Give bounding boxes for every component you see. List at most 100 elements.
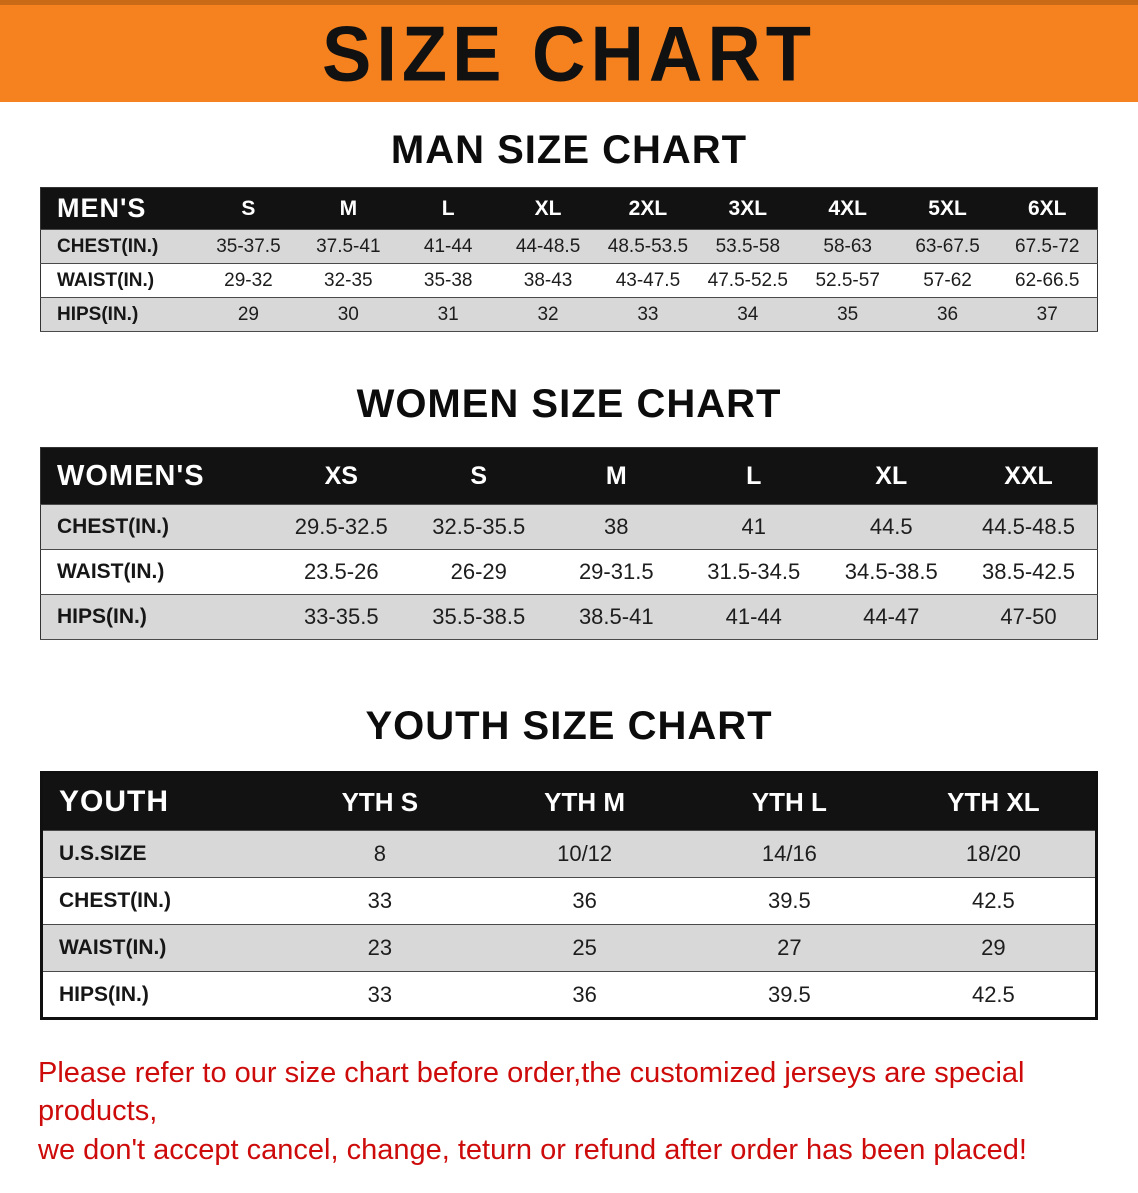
size-value: 35-38: [423, 269, 473, 291]
measurement-row: HIPS(IN.) 29 30 31 32 33 34 35 36 37: [40, 297, 1098, 332]
size-value: 44-47: [863, 604, 920, 629]
disclaimer: Please refer to our size chart before or…: [0, 1054, 1138, 1193]
size-value: 35-37.5: [216, 235, 281, 257]
row-label: WAIST(IN.): [59, 936, 167, 959]
size-value: 36: [572, 888, 597, 913]
man-size-chart-section: MAN SIZE CHART MEN'S S M L XL 2XL 3XL 4XL 5XL 6XL…: [0, 128, 1138, 332]
women-size-table: WOMEN'S XS S M L XL XXL CHEST(IN.) 29.5-32.5 32.5…: [40, 447, 1098, 640]
size-value: 53.5-58: [715, 235, 781, 257]
size-column-header: M: [547, 447, 685, 505]
size-column-header: 2XL: [598, 187, 698, 230]
size-value: 38: [604, 514, 629, 539]
size-value: 29: [981, 935, 1006, 960]
size-value: 43-47.5: [615, 269, 681, 291]
size-value: 41-44: [423, 235, 473, 257]
row-label: HIPS(IN.): [57, 303, 139, 325]
size-column-header: XL: [498, 187, 598, 230]
row-label: WAIST(IN.): [57, 269, 155, 291]
size-column-header: XL: [822, 447, 960, 505]
size-column-header: L: [685, 447, 823, 505]
size-value: 26-29: [450, 559, 507, 584]
size-column-header: 3XL: [697, 187, 798, 230]
size-value: 44-48.5: [515, 235, 581, 257]
table-header-row: MEN'S S M L XL 2XL 3XL 4XL 5XL 6XL: [40, 187, 1098, 230]
page-title: SIZE CHART: [322, 9, 816, 97]
size-value: 10/12: [557, 841, 613, 866]
size-chart-banner: SIZE CHART: [0, 0, 1138, 102]
size-value: 36: [572, 981, 597, 1007]
size-value: 23: [367, 935, 393, 960]
size-value: 33-35.5: [303, 604, 379, 629]
man-size-chart-heading: MAN SIZE CHART: [390, 128, 748, 172]
table-title-cell: MEN'S: [40, 187, 199, 230]
size-column-header: 4XL: [797, 187, 898, 230]
size-value: 31: [437, 303, 459, 325]
youth-size-table: YOUTH YTH S YTH M YTH L YTH XL U.S.SIZE 8 10/12…: [40, 771, 1098, 1020]
row-label: CHEST(IN.): [57, 515, 169, 538]
measurement-row: WAIST(IN.) 23 25 27 29: [41, 924, 1097, 972]
size-value: 58-63: [823, 235, 872, 257]
size-value: 34: [737, 303, 759, 325]
size-value: 30: [337, 303, 359, 325]
size-value: 38.5-41: [578, 604, 654, 629]
table-title-cell: WOMEN'S: [40, 447, 273, 505]
size-value: 29-31.5: [578, 559, 654, 584]
size-value: 35: [837, 303, 859, 325]
size-value: 37: [1036, 303, 1058, 325]
size-value: 38-43: [523, 269, 573, 291]
size-value: 47.5-52.5: [707, 269, 788, 291]
row-label: CHEST(IN.): [59, 889, 171, 912]
size-value: 18/20: [965, 841, 1021, 866]
size-value: 52.5-57: [815, 269, 880, 291]
size-column-header: M: [298, 187, 399, 230]
measurement-row: U.S.SIZE 8 10/12 14/16 18/20: [41, 830, 1097, 878]
size-value: 42.5: [971, 888, 1015, 913]
size-value: 35.5-38.5: [432, 604, 526, 629]
size-column-header: XS: [272, 447, 410, 505]
size-value: 48.5-53.5: [607, 235, 689, 257]
row-label: CHEST(IN.): [57, 235, 159, 257]
table-title-cell: YOUTH: [41, 772, 278, 831]
row-label: HIPS(IN.): [57, 605, 147, 628]
size-value: 39.5: [767, 888, 811, 913]
size-column-header: 5XL: [897, 187, 998, 230]
row-label: WAIST(IN.): [57, 560, 165, 583]
size-value: 32-35: [324, 269, 373, 291]
size-value: 27: [777, 935, 802, 960]
measurement-row: CHEST(IN.) 35-37.5 37.5-41 41-44 44-48.5 48.5…: [40, 229, 1098, 264]
size-value: 67.5-72: [1015, 235, 1080, 257]
row-label: U.S.SIZE: [59, 842, 147, 865]
size-value: 44.5: [869, 514, 913, 539]
table-header-row: YOUTH YTH S YTH M YTH L YTH XL: [41, 772, 1097, 831]
size-column-header: XXL: [960, 447, 1098, 505]
youth-size-chart-heading: YOUTH SIZE CHART: [365, 704, 773, 748]
size-column-header: YTH XL: [891, 772, 1097, 831]
women-size-chart-section: WOMEN SIZE CHART WOMEN'S XS S M L XL XXL CHEST(…: [0, 382, 1138, 640]
table-header-row: WOMEN'S XS S M L XL XXL: [40, 447, 1098, 505]
size-value: 37.5-41: [316, 235, 381, 257]
size-value: 29-32: [224, 269, 273, 291]
measurement-row: WAIST(IN.) 23.5-26 26-29 29-31.5 31.5-34.5 34…: [40, 549, 1098, 595]
size-value: 62-66.5: [1015, 269, 1080, 291]
men-size-table: MEN'S S M L XL 2XL 3XL 4XL 5XL 6XL CHEST(IN.) 35-37…: [40, 187, 1098, 332]
size-column-header: S: [410, 447, 548, 505]
row-label: HIPS(IN.): [59, 982, 149, 1006]
size-column-header: L: [398, 187, 499, 230]
size-value: 33: [637, 303, 659, 325]
disclaimer-line-2: we don't accept cancel, change, teturn o…: [38, 1133, 1027, 1166]
size-value: 32.5-35.5: [432, 514, 526, 539]
charts-container: MAN SIZE CHART MEN'S S M L XL 2XL 3XL 4XL 5XL 6XL…: [0, 128, 1138, 1020]
disclaimer-line-1: Please refer to our size chart before or…: [38, 1057, 1025, 1128]
size-column-header: YTH L: [687, 772, 892, 831]
women-size-chart-heading: WOMEN SIZE CHART: [356, 382, 782, 426]
size-value: 63-67.5: [915, 235, 980, 257]
size-value: 44.5-48.5: [982, 514, 1075, 539]
size-value: 38.5-42.5: [982, 559, 1075, 584]
size-column-header: 6XL: [997, 187, 1098, 230]
size-value: 57-62: [923, 269, 972, 291]
size-value: 41-44: [725, 604, 782, 629]
measurement-row: HIPS(IN.) 33-35.5 35.5-38.5 38.5-41 41-44 44-…: [40, 594, 1098, 640]
measurement-row: CHEST(IN.) 33 36 39.5 42.5: [41, 877, 1097, 925]
size-value: 39.5: [767, 981, 811, 1007]
